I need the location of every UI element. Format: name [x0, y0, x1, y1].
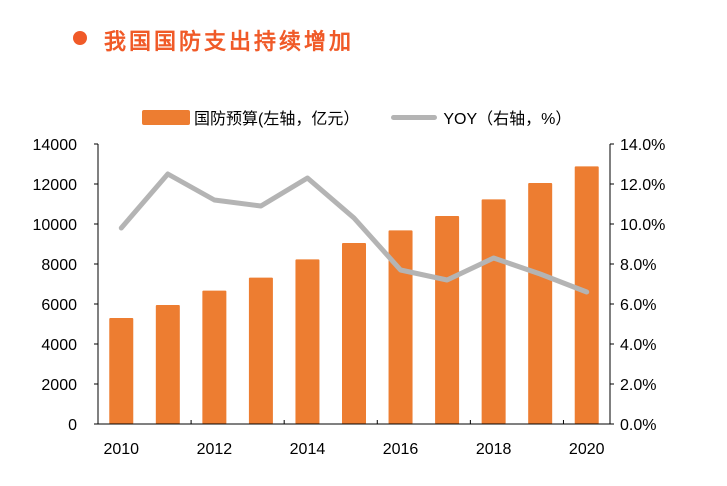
- left-tick-label: 2000: [41, 377, 77, 394]
- bar-2014: [295, 259, 320, 424]
- bar-2012: [202, 290, 227, 424]
- left-tick-label: 0: [68, 417, 77, 434]
- bar-2015: [342, 243, 366, 424]
- x-tick-label: 2020: [569, 441, 605, 458]
- left-tick-label: 6000: [41, 297, 77, 314]
- bar-2010: [109, 318, 134, 424]
- legend-bar-label: 国防预算(左轴，亿元）: [194, 111, 360, 128]
- chart-title: 我国国防支出持续增加: [104, 29, 355, 55]
- legend-bar-swatch: [142, 109, 190, 125]
- legend-line-swatch: [391, 114, 438, 120]
- x-tick-label: 2014: [290, 441, 326, 458]
- title-bullet-icon: [73, 31, 87, 45]
- bar-2011: [155, 305, 180, 424]
- right-tick-label: 0.0%: [620, 417, 656, 434]
- x-tick-label: 2012: [197, 441, 233, 458]
- left-tick-label: 14000: [33, 137, 78, 154]
- bar-2020: [574, 166, 599, 424]
- right-tick-label: 12.0%: [620, 177, 665, 194]
- right-tick-label: 14.0%: [620, 137, 665, 154]
- bar-2013: [248, 277, 273, 424]
- bar-2017: [435, 216, 460, 424]
- bar-2018: [481, 199, 506, 424]
- left-tick-label: 4000: [41, 337, 77, 354]
- left-tick-label: 10000: [33, 217, 78, 234]
- right-tick-label: 2.0%: [620, 377, 656, 394]
- right-tick-label: 10.0%: [620, 217, 665, 234]
- bar-2016: [388, 230, 413, 424]
- right-tick-label: 8.0%: [620, 257, 656, 274]
- left-tick-label: 8000: [41, 257, 77, 274]
- legend-line-label: YOY（右轴，%）: [443, 111, 572, 128]
- bar-2019: [528, 183, 553, 424]
- x-tick-label: 2010: [103, 441, 139, 458]
- x-tick-label: 2018: [476, 441, 512, 458]
- legend: 国防预算(左轴，亿元） YOY（右轴，%）: [142, 105, 571, 129]
- left-tick-label: 12000: [33, 177, 78, 194]
- right-tick-label: 6.0%: [620, 297, 656, 314]
- right-tick-label: 4.0%: [620, 337, 656, 354]
- x-tick-label: 2016: [383, 441, 419, 458]
